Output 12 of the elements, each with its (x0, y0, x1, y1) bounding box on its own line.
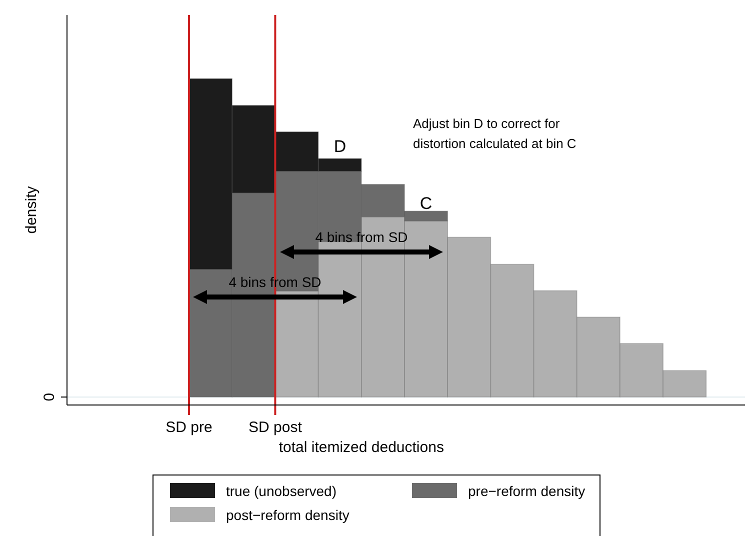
text: SD post (248, 419, 303, 436)
annotation: Adjust bin D to correct for distortion calculated at bin C (413, 116, 576, 151)
text: SD pre (166, 419, 212, 436)
legend-label: post−reform density (226, 507, 350, 523)
legend-label: true (unobserved) (226, 483, 337, 499)
x-axis-title: total itemized deductions (278, 439, 444, 456)
text: 0 (41, 392, 58, 402)
annotation: C (420, 194, 432, 213)
legend-label: pre−reform density (468, 483, 586, 499)
annotation: 4 bins from SD (315, 229, 408, 245)
text: density (23, 186, 40, 234)
annotation: D (334, 137, 346, 156)
